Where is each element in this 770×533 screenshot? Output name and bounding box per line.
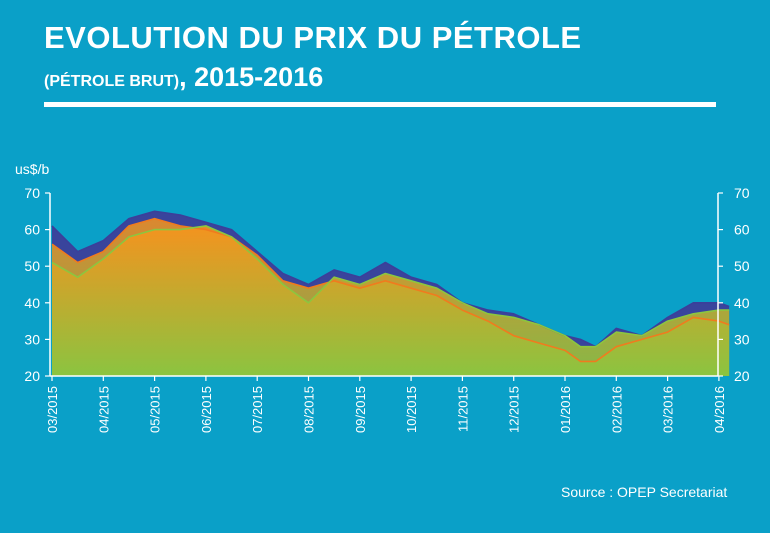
x-tick-label: 04/2016 [712, 386, 727, 433]
y-tick-label-right: 50 [734, 258, 750, 274]
x-tick-label: 10/2015 [404, 386, 419, 433]
title-underline [44, 102, 716, 107]
subtitle-crude: (PÉTROLE BRUT) [44, 73, 180, 90]
chart-title: EVOLUTION DU PRIX DU PÉTROLE [44, 20, 582, 55]
plot-area [51, 210, 730, 376]
x-tick-label: 02/2016 [609, 386, 624, 433]
x-tick-label: 11/2015 [455, 386, 470, 432]
x-tick-label: 09/2015 [353, 386, 368, 433]
y-tick-label-right: 30 [734, 331, 750, 347]
y-tick-label-right: 20 [734, 368, 750, 384]
x-tick-label: 03/2016 [661, 386, 676, 433]
line-brent [51, 210, 730, 348]
x-tick-label: 01/2016 [558, 386, 573, 433]
chart-subtitle: (PÉTROLE BRUT), 2015-2016 [44, 62, 323, 93]
x-tick-label: 03/2015 [45, 386, 60, 433]
x-tick-label: 08/2015 [302, 386, 317, 433]
y-tick-label-left: 60 [24, 222, 40, 238]
x-tick-label: 05/2015 [148, 386, 163, 433]
y-tick-label-left: 50 [24, 258, 40, 274]
y-tick-label-right: 40 [734, 295, 750, 311]
y-tick-label-right: 60 [734, 222, 750, 238]
line-wti [51, 225, 730, 348]
line-panier-opep [51, 217, 730, 363]
y-tick-label-left: 70 [24, 185, 40, 201]
area-wti [52, 225, 730, 376]
y-tick-label-right: 70 [734, 185, 750, 201]
y-axis-label: us$/b [15, 161, 49, 177]
x-tick-label: 06/2015 [199, 386, 214, 433]
x-tick-label: 12/2015 [507, 386, 522, 433]
source-note: Source : OPEP Secretariat [561, 484, 728, 500]
y-tick-label-left: 20 [24, 368, 40, 384]
y-tick-label-left: 40 [24, 295, 40, 311]
y-tick-label-left: 30 [24, 331, 40, 347]
x-tick-label: 07/2015 [250, 386, 265, 433]
x-tick-label: 04/2015 [96, 386, 111, 433]
subtitle-years: , 2015-2016 [179, 62, 324, 92]
axes: 20 20 30 30 40 40 50 50 60 60 70 70 03/2015 04/2015 05… [24, 185, 749, 433]
